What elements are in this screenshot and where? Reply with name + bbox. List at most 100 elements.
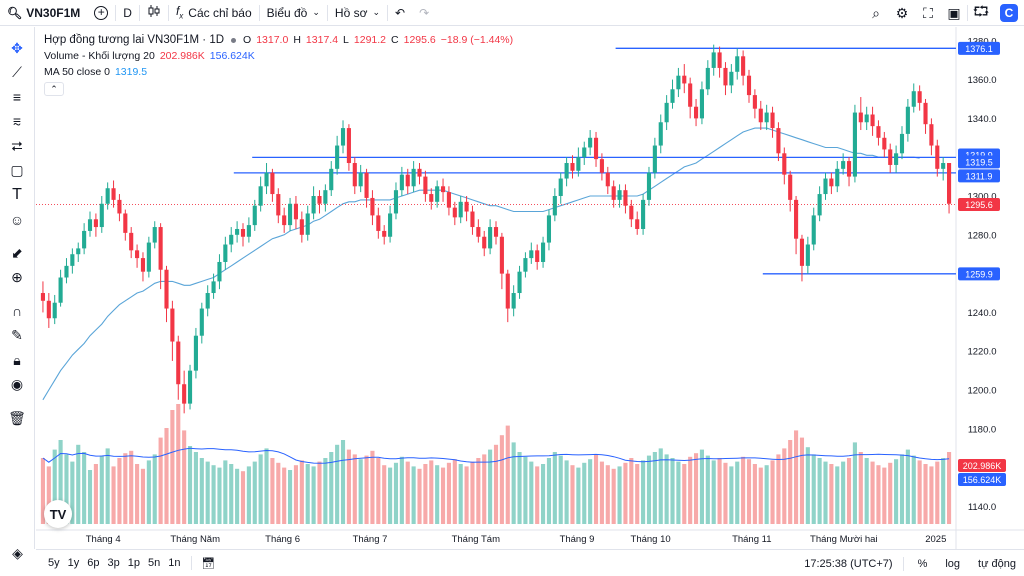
- ma50-line: [42, 127, 920, 401]
- calendar-icon: 📅︎: [201, 557, 216, 570]
- remove-tool[interactable]: 🗑︎: [0, 406, 35, 431]
- hide-tool[interactable]: ◉: [0, 373, 35, 398]
- open-label: O: [243, 34, 252, 46]
- candle-body: [705, 67, 710, 90]
- volume-bar: [58, 440, 63, 524]
- prediction-tool[interactable]: ⮂: [0, 134, 35, 159]
- magnet-tool[interactable]: ∩: [0, 299, 35, 324]
- snapshot-button[interactable]: ▣: [941, 0, 967, 26]
- profile-button[interactable]: Hồ sơ ⌄: [328, 0, 387, 26]
- emoji-tool[interactable]: ☺: [0, 208, 35, 233]
- candle-body: [764, 112, 769, 123]
- candle-body: [741, 56, 746, 76]
- volume-bar: [899, 454, 905, 524]
- volume-bar: [299, 460, 304, 524]
- candle-body: [576, 157, 581, 171]
- chart-type-button[interactable]: Biểu đồ ⌄: [260, 0, 327, 26]
- crosshair-icon: ✥: [11, 39, 23, 56]
- candle-body: [829, 178, 834, 187]
- candle-body: [52, 302, 57, 319]
- trendline-tool[interactable]: ⟋: [0, 61, 35, 86]
- legend-collapse-button[interactable]: ⌃: [44, 82, 64, 96]
- candle-body: [499, 236, 504, 274]
- candle-body: [917, 91, 922, 103]
- candles-button[interactable]: [140, 0, 168, 26]
- stay-drawing-tool[interactable]: ✎: [0, 324, 35, 349]
- object-tree-button[interactable]: ◈: [0, 540, 35, 566]
- magnet-icon: ∩: [11, 303, 23, 320]
- price-tick-label: 1240.0: [967, 308, 996, 319]
- measure-tool[interactable]: ⬋: [0, 241, 35, 266]
- candle-body: [723, 67, 728, 86]
- price-chart[interactable]: 1380.01360.01340.01320.01300.01280.01260…: [36, 27, 1024, 549]
- redo-button[interactable]: ↷: [412, 0, 436, 26]
- candle-body: [305, 213, 310, 235]
- volume-bar: [140, 468, 146, 524]
- range-6m[interactable]: 6p: [87, 557, 100, 569]
- interval-button[interactable]: D: [123, 5, 132, 20]
- volume-bar: [605, 465, 610, 524]
- compare-button[interactable]: +: [87, 0, 115, 26]
- range-1y[interactable]: 1y: [67, 557, 80, 569]
- candle-body: [611, 186, 616, 200]
- goto-date-button[interactable]: 📅︎: [198, 557, 220, 570]
- indicators-button[interactable]: fx Các chỉ báo: [169, 0, 259, 26]
- candle-body: [40, 293, 46, 301]
- time-tick-label: Tháng Tám: [452, 534, 500, 545]
- volume-bar: [805, 447, 810, 524]
- tradingview-logo-icon[interactable]: TV: [44, 500, 72, 528]
- volume-bar: [240, 471, 246, 524]
- volume-bar: [82, 452, 87, 524]
- volume-bar: [305, 464, 310, 524]
- volume-bar: [87, 470, 93, 524]
- volume-bar: [99, 455, 104, 524]
- percent-toggle[interactable]: %: [917, 557, 928, 570]
- volume-bar: [170, 410, 175, 524]
- candle-body: [870, 114, 875, 127]
- volume-bar: [852, 442, 857, 524]
- volume-bar: [664, 454, 669, 524]
- candle-body: [87, 219, 93, 231]
- volume-bar: [317, 461, 322, 524]
- settings-button[interactable]: ⚙: [889, 0, 915, 26]
- volume-bar: [223, 460, 228, 524]
- candle-body: [329, 168, 334, 191]
- candle-body: [76, 248, 81, 255]
- volume-value: 202.986K: [159, 50, 205, 62]
- candle-body: [899, 133, 905, 154]
- pattern-tool[interactable]: ⩳: [0, 110, 35, 135]
- share-button[interactable]: ⮔: [968, 0, 994, 26]
- quick-search-button[interactable]: ⌕: [863, 0, 889, 26]
- range-5d[interactable]: 5n: [148, 557, 161, 569]
- volume-bar: [276, 462, 281, 524]
- price-tick-label: 1380.0: [967, 36, 996, 47]
- auto-toggle[interactable]: tự động: [978, 557, 1016, 570]
- volume-bar: [717, 458, 722, 524]
- range-3m[interactable]: 3p: [107, 557, 120, 569]
- divider: [167, 4, 169, 21]
- zoom-tool[interactable]: ⊕: [0, 266, 35, 291]
- range-1m[interactable]: 1p: [127, 557, 140, 569]
- candle-body: [770, 112, 775, 129]
- log-toggle[interactable]: log: [945, 557, 961, 570]
- divider: [387, 4, 388, 21]
- volume-ma-axis-label: 156.624K: [963, 475, 1002, 485]
- undo-button[interactable]: ↶: [388, 0, 412, 26]
- volume-bar: [411, 466, 416, 524]
- range-1d[interactable]: 1n: [168, 557, 181, 569]
- range-5y[interactable]: 5y: [48, 557, 60, 569]
- fullscreen-button[interactable]: ⛶: [915, 0, 941, 26]
- time-tick-label: Tháng 9: [560, 534, 595, 545]
- volume-bar: [699, 449, 704, 524]
- symbol-search[interactable]: 🔍︎ VN30F1M: [0, 0, 87, 26]
- volume-bar: [364, 455, 369, 524]
- volume-bar: [905, 449, 910, 524]
- fib-tool[interactable]: ≡: [0, 85, 35, 110]
- candle-body: [140, 258, 146, 272]
- candle-body: [794, 199, 799, 239]
- shape-tool[interactable]: ▢: [0, 159, 35, 184]
- volume-bar: [829, 464, 834, 524]
- text-tool[interactable]: T: [0, 183, 35, 208]
- lock-tool[interactable]: 🔒︎: [0, 348, 35, 373]
- crosshair-tool[interactable]: ✥: [0, 36, 35, 61]
